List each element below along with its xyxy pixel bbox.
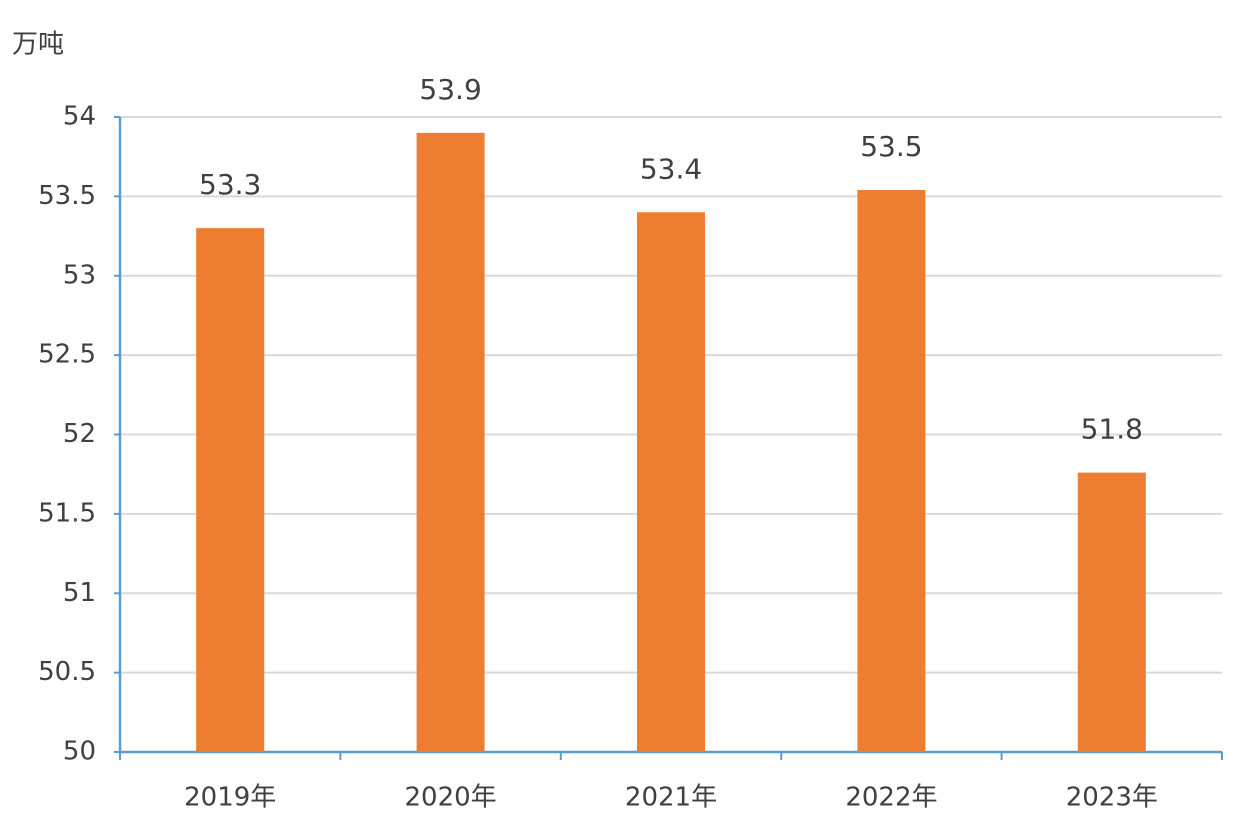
data-label: 53.5 — [860, 130, 922, 163]
x-tick-label: 2022年 — [845, 783, 937, 813]
data-label: 51.8 — [1081, 413, 1143, 446]
y-tick-label: 51 — [63, 578, 96, 608]
bar — [1077, 472, 1146, 752]
y-tick-label: 50 — [63, 737, 96, 767]
data-label: 53.4 — [640, 152, 702, 185]
y-axis-unit: 万吨 — [12, 30, 64, 60]
x-tick-label: 2020年 — [405, 783, 497, 813]
y-tick-label: 53 — [63, 260, 96, 290]
x-tick-label: 2021年 — [625, 783, 717, 813]
bar — [857, 190, 926, 752]
bar — [637, 212, 705, 752]
y-tick-label: 54 — [63, 102, 96, 132]
data-label: 53.3 — [199, 168, 261, 201]
y-tick-label: 51.5 — [38, 498, 96, 528]
x-tick-label: 2023年 — [1066, 783, 1158, 813]
y-tick-label: 50.5 — [38, 657, 96, 687]
bar — [416, 132, 485, 752]
y-tick-label: 53.5 — [38, 181, 96, 211]
y-tick-label: 52 — [63, 419, 96, 449]
data-label: 53.9 — [419, 73, 481, 106]
y-tick-label: 52.5 — [38, 340, 96, 370]
x-tick-label: 2019年 — [184, 783, 276, 813]
bar — [196, 228, 265, 752]
